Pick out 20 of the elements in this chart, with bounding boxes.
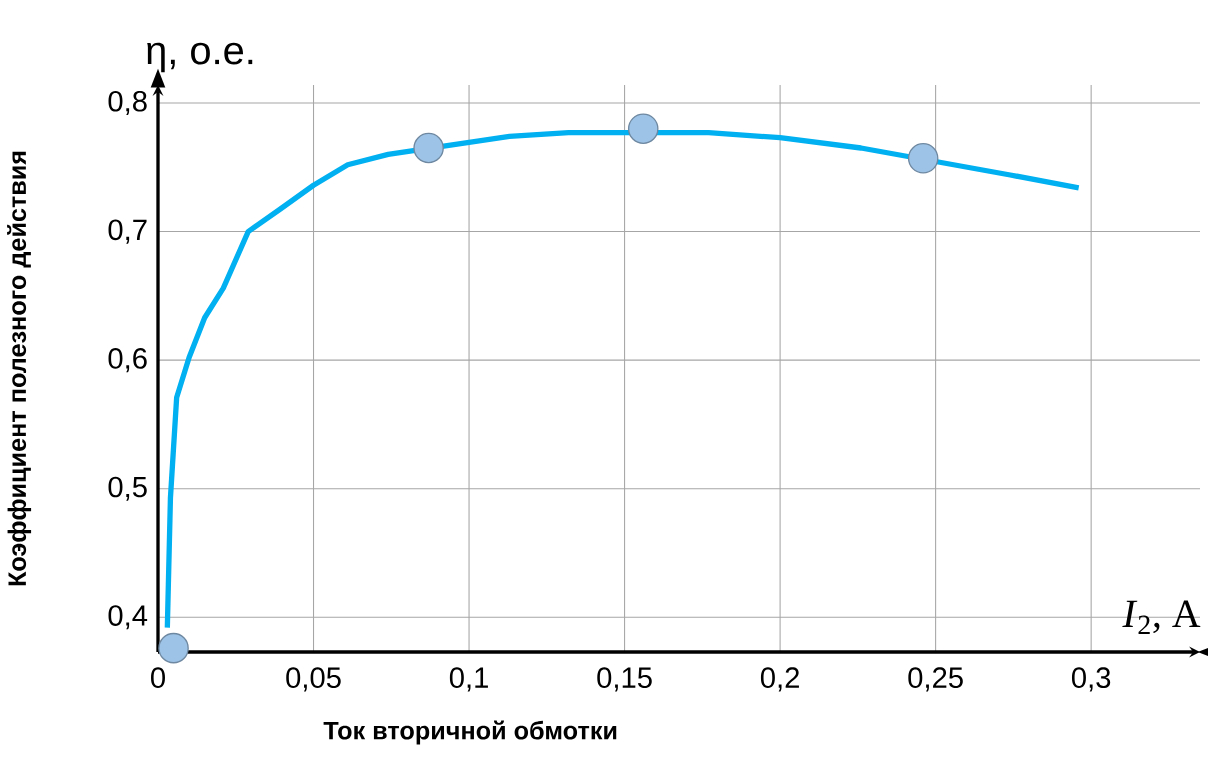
text: η, о.е.	[147, 42, 253, 73]
y-tick-label: 0,7	[108, 219, 147, 244]
point	[413, 132, 444, 164]
annotation: I$_{2}$, A	[1122, 600, 1201, 635]
y-tick-label: 0,8	[108, 90, 147, 116]
x-tick-label: 0,05	[286, 667, 341, 692]
point	[158, 632, 189, 664]
x-tick-label: 0,15	[597, 667, 652, 692]
x-tick-label: 0,2	[760, 667, 799, 692]
point	[907, 143, 939, 174]
x-axis-title: Ток вторичной обмотки	[323, 720, 617, 745]
x-tick-label: 0	[151, 667, 165, 689]
x-tick-label: 0,25	[908, 667, 963, 692]
y-tick-label: 0,4	[108, 605, 148, 630]
point	[627, 113, 659, 144]
y-tick-label: 0,6	[108, 348, 147, 373]
x-tick-label: 0,3	[1071, 667, 1111, 692]
y-tick-label: 0,5	[108, 476, 147, 501]
x-tick-label: 0,1	[449, 667, 488, 692]
y-axis-title: Коэффициент полезного действия	[7, 151, 32, 586]
